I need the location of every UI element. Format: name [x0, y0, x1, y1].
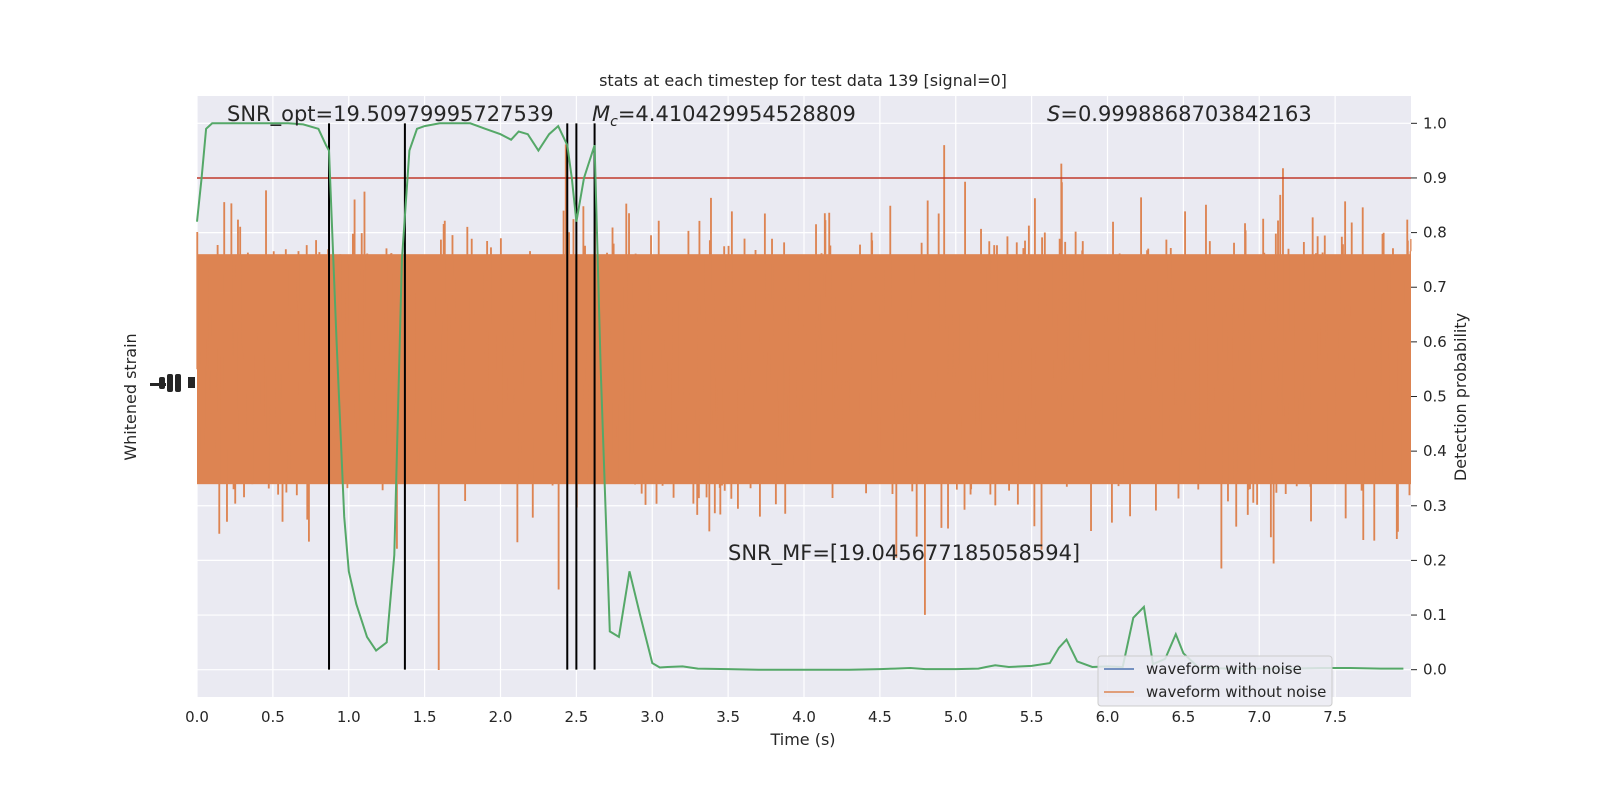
- right-y-tick-label: 0.8: [1423, 224, 1447, 242]
- right-y-tick-label: 0.7: [1423, 278, 1447, 296]
- x-tick-label: 6.5: [1171, 708, 1195, 726]
- right-y-tick-label: 1.0: [1423, 114, 1447, 132]
- x-tick-label: 3.5: [716, 708, 740, 726]
- right-y-tick-label: 0.3: [1423, 497, 1447, 515]
- x-tick-label: 5.0: [944, 708, 968, 726]
- left-y-axis-label: Whitened strain: [121, 333, 140, 460]
- snr-mf-annotation: SNR_MF=[19.045677185058594]: [728, 541, 1080, 566]
- legend: waveform with noise waveform without noi…: [1097, 655, 1333, 707]
- x-tick-label: 1.5: [413, 708, 437, 726]
- mc-annotation: Mc=4.410429954528809: [592, 102, 856, 130]
- x-tick-label: 1.0: [337, 708, 361, 726]
- s-annotation: S=0.9998868703842163: [1047, 102, 1312, 126]
- chart-title: stats at each timestep for test data 139…: [599, 71, 1007, 90]
- detection-probability-line: [196, 122, 1404, 671]
- x-tick-label: 3.0: [640, 708, 664, 726]
- snr-opt-annotation: SNR_opt=19.50979995727539: [227, 102, 554, 127]
- x-tick-label: 5.5: [1020, 708, 1044, 726]
- x-tick-label: 2.0: [489, 708, 513, 726]
- legend-box: [1097, 655, 1333, 707]
- right-y-tick-label: 0.5: [1423, 388, 1447, 406]
- strain-spikes: [196, 144, 1412, 670]
- x-tick-label: 7.5: [1323, 708, 1347, 726]
- right-y-tick-label: 0.6: [1423, 333, 1447, 351]
- x-tick-label: 2.5: [564, 708, 588, 726]
- legend-label-with-noise: waveform with noise: [1146, 660, 1302, 678]
- left-axis-overlapping-ticks: [150, 374, 195, 392]
- right-y-axis-label: Detection probability: [1451, 313, 1470, 481]
- x-tick-label: 7.0: [1247, 708, 1271, 726]
- right-y-tick-label: 0.2: [1423, 551, 1447, 569]
- right-y-tick-labels: 0.0 0.1 0.2 0.3 0.4 0.5 0.6 0.7 0.8 0.9 1.0: [1411, 114, 1447, 679]
- x-tick-label: 4.0: [792, 708, 816, 726]
- x-tick-label: 4.5: [868, 708, 892, 726]
- x-tick-label: 0.0: [185, 708, 209, 726]
- x-tick-label: 6.0: [1096, 708, 1120, 726]
- right-y-tick-label: 0.1: [1423, 606, 1447, 624]
- right-y-tick-label: 0.9: [1423, 169, 1447, 187]
- legend-label-without-noise: waveform without noise: [1146, 683, 1326, 701]
- x-axis-label: Time (s): [769, 730, 835, 749]
- right-y-tick-label: 0.0: [1423, 661, 1447, 679]
- x-tick-label: 0.5: [261, 708, 285, 726]
- x-tick-labels: 0.0 0.5 1.0 1.5 2.0 2.5 3.0 3.5 4.0 4.5 5.0 5.5 6.0 6…: [185, 708, 1347, 726]
- right-y-tick-label: 0.4: [1423, 442, 1447, 460]
